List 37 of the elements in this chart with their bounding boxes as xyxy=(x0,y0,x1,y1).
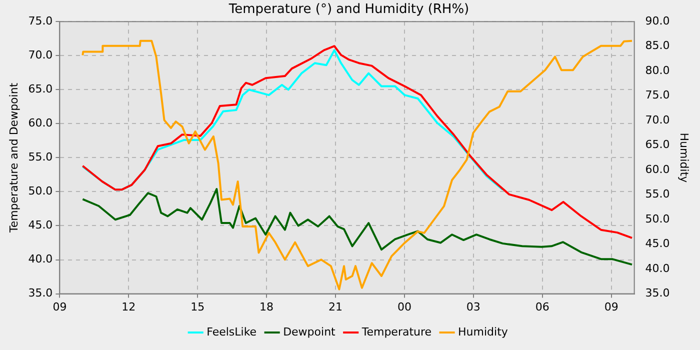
y-tick-label: 45.0 xyxy=(28,218,53,232)
y2-tick-label: 85.0 xyxy=(645,39,670,52)
legend-label: Humidity xyxy=(458,325,508,338)
x-tick-label: 21 xyxy=(328,300,343,314)
x-tick-label: 12 xyxy=(122,300,136,314)
y2-tick-label: 70.0 xyxy=(645,113,670,126)
chart-title: Temperature (°) and Humidity (RH%) xyxy=(228,2,470,18)
y2-tick-label: 80.0 xyxy=(645,64,670,77)
y-tick-label: 70.0 xyxy=(28,48,53,62)
y2-tick-label: 45.0 xyxy=(645,237,670,250)
y-tick-label: 50.0 xyxy=(28,184,53,198)
y-tick-label: 55.0 xyxy=(28,150,53,164)
x-tick-label: 03 xyxy=(466,300,480,314)
legend-label: Temperature xyxy=(360,325,432,338)
legend-label: FeelsLike xyxy=(206,325,257,338)
x-tick-label: 00 xyxy=(397,300,412,314)
y2-tick-label: 90.0 xyxy=(645,14,670,28)
y2-tick-label: 65.0 xyxy=(645,138,670,152)
y2-tick-label: 40.0 xyxy=(645,262,670,275)
y2-tick-label: 35.0 xyxy=(645,286,670,300)
y2-axis-title: Humidity xyxy=(678,132,691,184)
x-tick-label: 09 xyxy=(604,300,618,314)
y2-tick-label: 75.0 xyxy=(645,88,670,102)
y-tick-label: 60.0 xyxy=(28,116,53,130)
y-tick-label: 75.0 xyxy=(28,14,53,28)
y2-tick-label: 55.0 xyxy=(645,188,670,201)
y-tick-label: 40.0 xyxy=(28,252,53,266)
x-tick-label: 09 xyxy=(52,300,67,314)
y2-tick-label: 50.0 xyxy=(645,212,670,226)
x-tick-label: 18 xyxy=(260,300,274,314)
y2-tick-label: 60.0 xyxy=(645,162,670,176)
x-tick-label: 06 xyxy=(535,300,550,314)
y-tick-label: 65.0 xyxy=(28,82,53,96)
legend-label: Dewpoint xyxy=(283,325,336,338)
y-tick-label: 35.0 xyxy=(28,286,53,300)
x-tick-label: 15 xyxy=(190,300,205,314)
y-axis-title: Temperature and Dewpoint xyxy=(7,82,20,234)
